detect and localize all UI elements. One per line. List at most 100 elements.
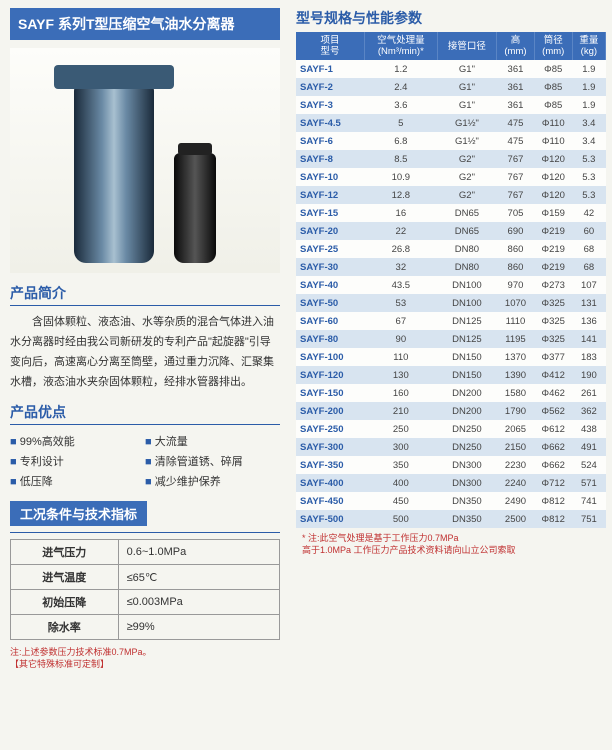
spec-cell: DN300 (437, 456, 497, 474)
spec-model: SAYF-12 (296, 186, 364, 204)
spec-cell: Φ219 (534, 240, 572, 258)
spec-row: SAYF-2022DN65690Φ21960 (296, 222, 606, 240)
left-column: SAYF 系列T型压缩空气油水分离器 产品简介 含固体颗粒、液态油、水等杂质的混… (0, 0, 290, 750)
spec-cell: 361 (497, 96, 535, 114)
spec-row: SAYF-250250DN2502065Φ612438 (296, 420, 606, 438)
intro-text: 含固体颗粒、液态油、水等杂质的混合气体进入油水分离器时经由我公司新研发的专利产品… (10, 312, 280, 392)
spec-cell: DN100 (437, 276, 497, 294)
intro-heading: 产品简介 (10, 283, 280, 306)
spec-cell: 705 (497, 204, 535, 222)
spec-row: SAYF-500500DN3502500Φ812751 (296, 510, 606, 528)
spec-model: SAYF-2 (296, 78, 364, 96)
spec-cell: Φ120 (534, 168, 572, 186)
spec-cell: 751 (572, 510, 605, 528)
note-right-1: * 注:此空气处理是基于工作压力0.7MPa (302, 533, 459, 543)
spec-cell: Φ377 (534, 348, 572, 366)
spec-cell: Φ325 (534, 312, 572, 330)
tech-row: 进气压力0.6~1.0MPa (11, 540, 280, 565)
spec-row: SAYF-6067DN1251110Φ325136 (296, 312, 606, 330)
spec-model: SAYF-250 (296, 420, 364, 438)
spec-cell: Φ662 (534, 438, 572, 456)
spec-row: SAYF-1212.8G2"767Φ1205.3 (296, 186, 606, 204)
note-left-2: 【其它特殊标准可定制】 (10, 659, 109, 669)
spec-model: SAYF-10 (296, 168, 364, 186)
spec-cell: 475 (497, 114, 535, 132)
tech-row: 进气温度≤65℃ (11, 565, 280, 590)
spec-cell: 300 (364, 438, 437, 456)
spec-cell: Φ412 (534, 366, 572, 384)
spec-header-cell: 项目型号 (296, 32, 364, 60)
spec-cell: 68 (572, 258, 605, 276)
spec-model: SAYF-40 (296, 276, 364, 294)
spec-cell: 2.4 (364, 78, 437, 96)
spec-cell: DN100 (437, 294, 497, 312)
spec-cell: 53 (364, 294, 437, 312)
spec-row: SAYF-300300DN2502150Φ662491 (296, 438, 606, 456)
spec-cell: DN350 (437, 510, 497, 528)
spec-cell: 400 (364, 474, 437, 492)
spec-cell: Φ562 (534, 402, 572, 420)
spec-cell: 5 (364, 114, 437, 132)
spec-model: SAYF-25 (296, 240, 364, 258)
spec-cell: 210 (364, 402, 437, 420)
spec-cell: 107 (572, 276, 605, 294)
spec-cell: Φ462 (534, 384, 572, 402)
tech-value: ≤65℃ (118, 565, 279, 590)
spec-row: SAYF-4.55G1½"475Φ1103.4 (296, 114, 606, 132)
spec-model: SAYF-100 (296, 348, 364, 366)
spec-cell: DN65 (437, 222, 497, 240)
spec-cell: Φ85 (534, 96, 572, 114)
spec-model: SAYF-8 (296, 150, 364, 168)
spec-model: SAYF-300 (296, 438, 364, 456)
spec-cell: 131 (572, 294, 605, 312)
spec-cell: Φ662 (534, 456, 572, 474)
spec-row: SAYF-120130DN1501390Φ412190 (296, 366, 606, 384)
spec-cell: 1.2 (364, 60, 437, 78)
tech-key: 进气压力 (11, 540, 119, 565)
spec-cell: 2150 (497, 438, 535, 456)
spec-cell: Φ219 (534, 222, 572, 240)
spec-model: SAYF-120 (296, 366, 364, 384)
spec-cell: G1" (437, 78, 497, 96)
tech-key: 初始压降 (11, 590, 119, 615)
spec-cell: G2" (437, 150, 497, 168)
spec-cell: 60 (572, 222, 605, 240)
tech-key: 进气温度 (11, 565, 119, 590)
spec-cell: 767 (497, 150, 535, 168)
tech-value: 0.6~1.0MPa (118, 540, 279, 565)
spec-cell: G2" (437, 168, 497, 186)
advantage-item: 大流量 (145, 431, 280, 451)
spec-cell: Φ110 (534, 114, 572, 132)
spec-row: SAYF-88.5G2"767Φ1205.3 (296, 150, 606, 168)
note-right: * 注:此空气处理是基于工作压力0.7MPa 高于1.0MPa 工作压力产品技术… (296, 532, 606, 556)
spec-model: SAYF-30 (296, 258, 364, 276)
spec-cell: 136 (572, 312, 605, 330)
spec-cell: 361 (497, 60, 535, 78)
spec-cell: DN65 (437, 204, 497, 222)
spec-header-cell: 筒径(mm) (534, 32, 572, 60)
spec-model: SAYF-150 (296, 384, 364, 402)
spec-cell: 5.3 (572, 168, 605, 186)
spec-cell: 43.5 (364, 276, 437, 294)
spec-cell: G1" (437, 60, 497, 78)
tech-heading: 工况条件与技术指标 (10, 501, 147, 526)
spec-cell: DN80 (437, 240, 497, 258)
spec-heading: 型号规格与性能参数 (296, 8, 606, 28)
note-right-2: 高于1.0MPa 工作压力产品技术资料请向山立公司索取 (302, 545, 516, 555)
advantages-list: 99%高效能大流量专利设计清除管道锈、碎屑低压降减少维护保养 (10, 431, 280, 491)
spec-cell: DN200 (437, 384, 497, 402)
spec-cell: Φ120 (534, 186, 572, 204)
spec-body: SAYF-11.2G1"361Φ851.9SAYF-22.4G1"361Φ851… (296, 60, 606, 528)
spec-cell: Φ219 (534, 258, 572, 276)
product-image (10, 48, 280, 273)
spec-cell: Φ110 (534, 132, 572, 150)
spec-cell: 1790 (497, 402, 535, 420)
tech-section: 工况条件与技术指标 (10, 491, 280, 533)
spec-cell: 450 (364, 492, 437, 510)
spec-cell: 2490 (497, 492, 535, 510)
spec-cell: 26.8 (364, 240, 437, 258)
spec-cell: 5.3 (572, 150, 605, 168)
spec-cell: 1390 (497, 366, 535, 384)
spec-cell: Φ273 (534, 276, 572, 294)
tech-table: 进气压力0.6~1.0MPa进气温度≤65℃初始压降≤0.003MPa除水率≥9… (10, 539, 280, 640)
